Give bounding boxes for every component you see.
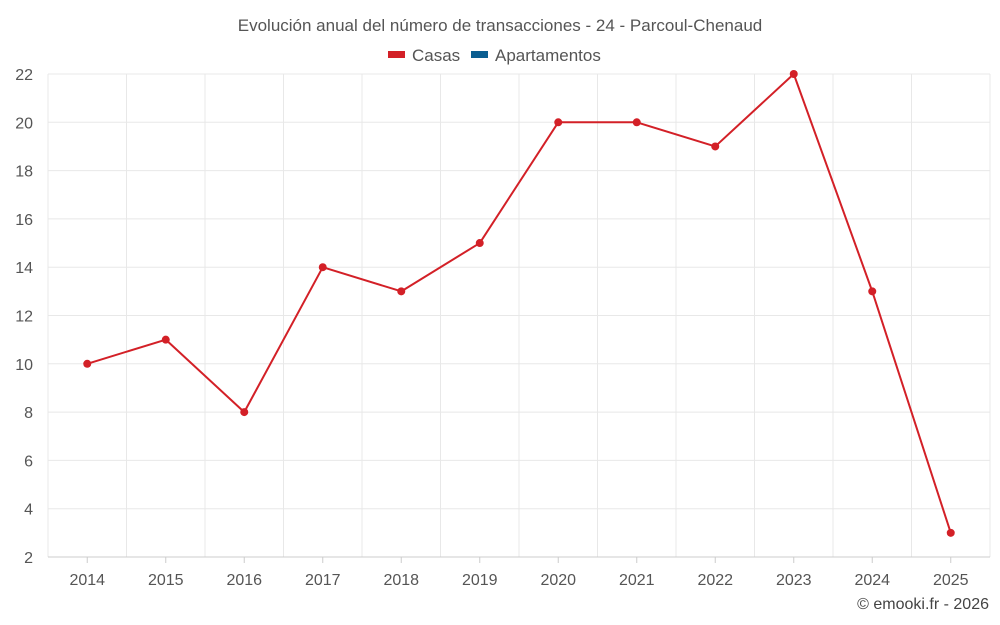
y-tick-label: 18 xyxy=(15,164,33,181)
y-tick-label: 8 xyxy=(24,405,33,422)
x-tick-label: 2016 xyxy=(226,572,262,589)
x-tick-label: 2023 xyxy=(776,572,812,589)
data-point-2018[interactable] xyxy=(397,287,406,296)
x-tick-label: 2017 xyxy=(305,572,341,589)
chart-title: Evolución anual del número de transaccio… xyxy=(238,16,762,35)
data-point-2019[interactable] xyxy=(475,239,484,248)
y-tick-label: 4 xyxy=(24,502,33,519)
y-tick-label: 20 xyxy=(15,115,33,132)
data-point-2016[interactable] xyxy=(240,408,249,417)
y-axis-ticks: 2 4 6 8 10 12 14 16 18 20 22 xyxy=(15,67,33,567)
x-axis-ticks: 2014 2015 2016 2017 2018 2019 2020 2021 2022 2023… xyxy=(69,557,969,589)
data-point-2020[interactable] xyxy=(554,118,563,127)
x-tick-label: 2022 xyxy=(697,572,733,589)
data-point-2023[interactable] xyxy=(789,70,798,78)
data-point-2024[interactable] xyxy=(868,287,877,296)
copyright: © emooki.fr - 2026 xyxy=(857,596,989,613)
y-tick-label: 22 xyxy=(15,67,33,84)
x-tick-label: 2025 xyxy=(933,572,969,589)
y-tick-label: 2 xyxy=(24,550,33,567)
data-point-2014[interactable] xyxy=(83,359,92,368)
x-tick-label: 2021 xyxy=(619,572,655,589)
series-casas xyxy=(83,70,955,537)
data-point-2025[interactable] xyxy=(946,528,955,537)
data-point-2015[interactable] xyxy=(161,335,170,344)
x-tick-label: 2024 xyxy=(854,572,890,589)
legend-label-apartamentos[interactable]: Apartamentos xyxy=(495,46,601,65)
y-tick-label: 6 xyxy=(24,453,33,470)
y-tick-label: 16 xyxy=(15,212,33,229)
data-point-2021[interactable] xyxy=(632,118,641,127)
legend-swatch-apartamentos[interactable] xyxy=(471,51,488,58)
grid xyxy=(47,73,991,558)
x-tick-label: 2020 xyxy=(540,572,576,589)
legend-swatch-casas[interactable] xyxy=(388,51,405,58)
x-tick-label: 2019 xyxy=(462,572,498,589)
y-tick-label: 14 xyxy=(15,260,33,277)
series-line-casas xyxy=(86,73,952,534)
data-point-2022[interactable] xyxy=(711,142,720,151)
legend-label-casas[interactable]: Casas xyxy=(412,46,460,65)
x-tick-label: 2018 xyxy=(383,572,419,589)
x-tick-label: 2014 xyxy=(69,572,105,589)
x-tick-label: 2015 xyxy=(148,572,184,589)
y-tick-label: 10 xyxy=(15,357,33,374)
y-tick-label: 12 xyxy=(15,309,33,326)
legend: Casas Apartamentos xyxy=(388,46,601,65)
data-point-2017[interactable] xyxy=(318,263,327,272)
